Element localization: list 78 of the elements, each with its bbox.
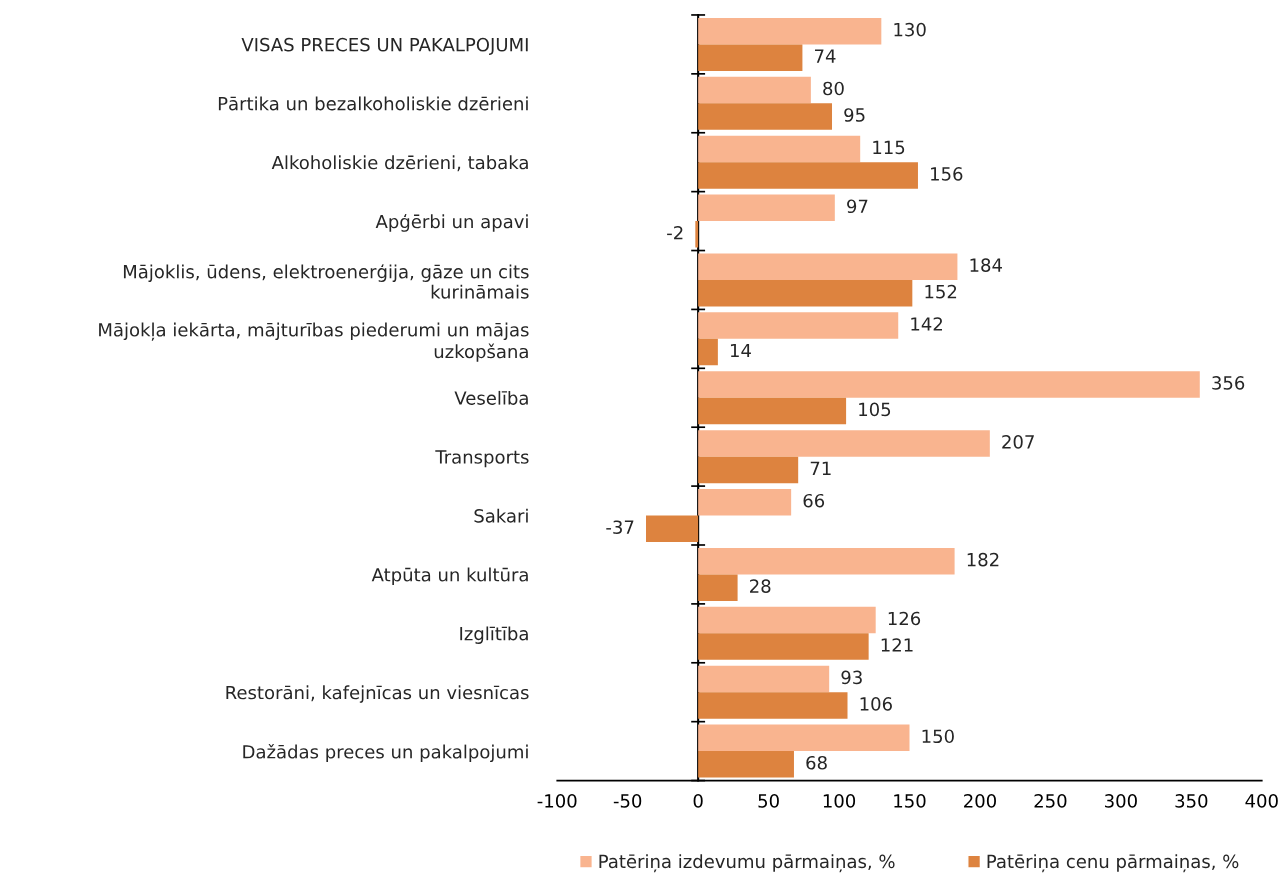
- y-tick-label: Transports: [435, 450, 529, 468]
- data-label: 150: [922, 729, 954, 744]
- bar: [698, 44, 803, 71]
- data-label: -37: [606, 520, 634, 535]
- data-label: 207: [1002, 434, 1034, 449]
- bar: [698, 430, 990, 457]
- y-tick-label: Sakari: [474, 508, 528, 523]
- x-tick-label: 0: [693, 794, 703, 808]
- data-label: 356: [1212, 376, 1245, 390]
- x-tick-label: 100: [823, 794, 856, 808]
- data-label: 93: [841, 670, 862, 685]
- x-tick-label: 350: [1175, 794, 1208, 808]
- data-label: 71: [810, 461, 831, 475]
- data-label: 130: [894, 22, 926, 37]
- bar: [698, 547, 955, 575]
- y-tick-label: Pārtika un bezalkoholiskie dzērieni: [218, 96, 528, 111]
- data-label: 182: [967, 552, 999, 567]
- y-tick-label: Mājokļa iekārta, mājturības piederumi un mājas uzkopšana: [99, 322, 529, 362]
- bar: [698, 103, 833, 130]
- bar: [698, 397, 847, 425]
- bar: [695, 221, 699, 248]
- bar: [698, 279, 913, 307]
- bar: [698, 456, 799, 484]
- data-label: 97: [847, 199, 868, 214]
- data-label: 80: [823, 81, 844, 96]
- x-tick-label: -100: [537, 794, 577, 808]
- x-tick-label: -50: [613, 794, 642, 808]
- data-label: 28: [750, 579, 771, 593]
- bar: [698, 606, 876, 634]
- x-tick-label: 50: [758, 794, 779, 808]
- bar: [698, 162, 918, 189]
- data-label: 74: [815, 49, 836, 63]
- data-label: 126: [888, 611, 921, 626]
- x-tick-label: 400: [1245, 794, 1278, 808]
- y-tick-label: VISAS PRECES UN PAKALPOJUMI: [241, 37, 528, 55]
- bar: [698, 194, 835, 222]
- x-tick-label: 150: [894, 794, 926, 808]
- y-tick-label: Veselība: [454, 390, 528, 405]
- bar: [698, 17, 882, 45]
- bar: [698, 574, 738, 601]
- bar: [646, 515, 699, 543]
- bar: [698, 665, 830, 693]
- x-tick-label: 200: [964, 794, 996, 808]
- data-label: 68: [806, 755, 827, 770]
- bar: [698, 489, 792, 516]
- data-label: 184: [970, 258, 1002, 272]
- y-tick-label: Restorāni, kafejnīcas un viesnīcas: [226, 685, 529, 703]
- bar: [698, 312, 899, 339]
- data-label: 156: [931, 167, 963, 181]
- bar: [698, 338, 718, 366]
- y-tick-label: Izglītība: [460, 626, 528, 644]
- data-label: 66: [803, 493, 825, 508]
- x-tick-label: 300: [1105, 794, 1137, 808]
- bar: [698, 633, 869, 660]
- bar: [698, 253, 958, 280]
- y-tick-label: Apģērbi un apavi: [375, 214, 528, 232]
- data-label: -2: [667, 225, 683, 240]
- bar: [698, 751, 794, 778]
- data-label: 152: [925, 284, 957, 299]
- data-label: 106: [860, 697, 892, 711]
- bar: [698, 371, 1200, 398]
- y-tick-label: Dažādas preces un pakalpojumi: [243, 743, 528, 763]
- data-label: 105: [859, 402, 891, 417]
- data-label: 14: [730, 343, 751, 358]
- bar: [698, 724, 910, 752]
- y-tick-label: Mājoklis, ūdens, elektroenerģija, gāze un cits kurināmais: [123, 264, 529, 299]
- data-label: 115: [873, 140, 905, 155]
- data-label: 142: [911, 317, 942, 331]
- bar: [698, 76, 811, 104]
- data-label: 121: [881, 638, 913, 652]
- y-tick-label: Alkoholiskie dzērieni, tabaka: [271, 155, 528, 172]
- bar: [698, 135, 861, 163]
- data-label: 95: [844, 108, 865, 122]
- x-tick-label: 250: [1034, 794, 1067, 808]
- legend-label: Patēriņa cenu pārmaiņas, %: [987, 854, 1239, 873]
- y-tick-label: Atpūta un kultūra: [371, 567, 528, 586]
- legend-label: Patēriņa izdevumu pārmaiņas, %: [599, 854, 895, 873]
- bar: [698, 692, 848, 719]
